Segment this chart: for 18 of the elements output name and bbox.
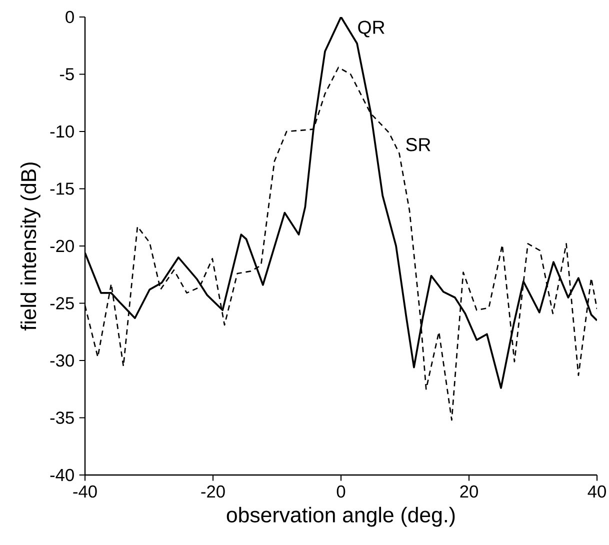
x-tick-label: 0 (336, 485, 346, 498)
x-tick-label: 40 (588, 485, 606, 498)
x-tick-label: -20 (201, 485, 225, 498)
y-tick-label: -15 (50, 182, 74, 195)
y-tick-label: -35 (50, 412, 74, 424)
y-tick-label: -40 (50, 468, 74, 482)
annotation: QR (358, 20, 384, 38)
x-tick-label: 20 (460, 485, 478, 498)
y-tick-label: 0 (66, 10, 74, 24)
x-axis-title: observation angle (deg.) (226, 506, 455, 527)
annotation: SR (406, 138, 430, 152)
y-axis-title: field intensity (dB) (20, 162, 40, 330)
x-tick-label: -40 (73, 485, 97, 498)
y-tick-label: -25 (50, 297, 74, 310)
y-tick-label: -10 (50, 125, 74, 138)
y-tick-label: -20 (50, 240, 74, 252)
y-tick-label: -5 (60, 68, 74, 80)
y-tick-label: -30 (50, 354, 74, 367)
